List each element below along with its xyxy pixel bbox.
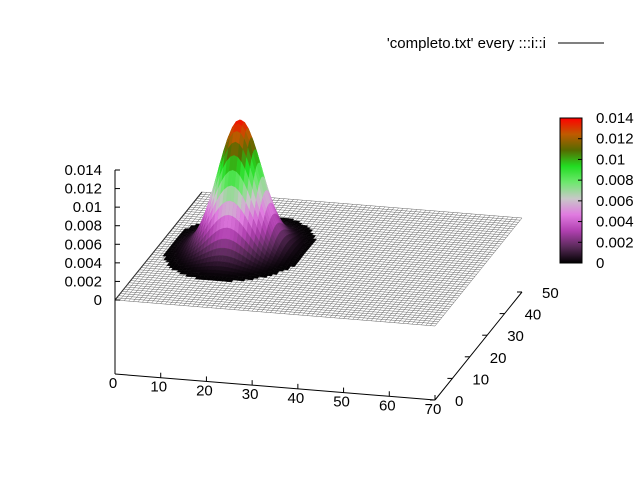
y-tick-label: 40 [525, 307, 542, 324]
z-tick-label: 0.014 [64, 162, 102, 179]
y-tick-label: 10 [472, 371, 489, 388]
z-tick-label: 0 [94, 292, 102, 309]
x-axis-line [114, 373, 436, 401]
z-tick-label: 0.012 [64, 181, 102, 198]
legend-entry-label: 'completo.txt' every :::i::i [387, 35, 546, 52]
colorbar-tick-label: 0.01 [596, 151, 625, 168]
z-tick-label: 0.004 [64, 255, 102, 272]
colorbar-tick-label: 0.012 [596, 131, 634, 148]
z-tick-label: 0.008 [64, 218, 102, 235]
surface-mesh [162, 119, 317, 283]
colorbar-tick-label: 0.008 [596, 172, 634, 189]
y-axis-line [434, 291, 523, 401]
surface-patch [239, 278, 246, 282]
surface-patch [278, 268, 285, 272]
surface-patch [262, 275, 268, 278]
colorbar-tick-label: 0.006 [596, 193, 634, 210]
x-tick-label: 0 [109, 375, 117, 392]
z-tick-label: 0.006 [64, 236, 102, 253]
colorbar-tick-label: 0.014 [596, 110, 634, 127]
x-tick-label: 70 [425, 401, 442, 418]
x-tick-label: 40 [288, 390, 305, 407]
x-tick-label: 10 [150, 379, 167, 396]
surface-patch [284, 267, 290, 271]
x-tick-labels: 0 10 20 30 40 50 60 70 [109, 369, 442, 418]
colorbar-tick-label: 0.002 [596, 234, 634, 251]
y-tick-label: 50 [542, 285, 559, 302]
colorbar-tick-labels: 0 0.002 0.004 0.006 0.008 0.01 0.012 0.014 [578, 110, 634, 272]
y-tick-label: 0 [455, 393, 463, 410]
x-tick-label: 60 [379, 397, 396, 414]
x-tick-label: 30 [242, 386, 259, 403]
surface-patch [267, 273, 274, 277]
x-tick-label: 50 [333, 394, 350, 411]
surface-patch [227, 279, 234, 283]
colorbar-tick-label: 0.004 [596, 214, 634, 231]
x-tick-label: 20 [196, 382, 213, 399]
surface-patch [253, 275, 260, 279]
colorbar-gradient [559, 117, 583, 264]
z-tick-label: 0.002 [64, 273, 102, 290]
colorbar: 0 0.002 0.004 0.006 0.008 0.01 0.012 0.014 [559, 110, 634, 272]
surface-patch [290, 264, 297, 268]
y-tick-label: 20 [490, 350, 507, 367]
legend: 'completo.txt' every :::i::i [387, 35, 604, 52]
z-tick-label: 0.01 [73, 199, 102, 216]
surface-patch [272, 272, 279, 275]
surface-patch [248, 277, 255, 281]
y-tick-label: 30 [507, 328, 524, 345]
colorbar-tick-label: 0 [596, 255, 604, 272]
